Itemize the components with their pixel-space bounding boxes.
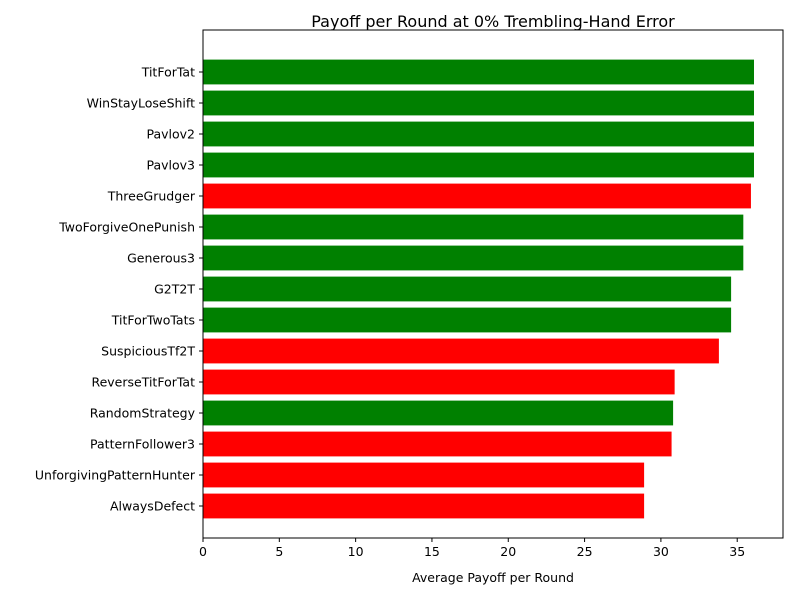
y-tick-label-pattern-follower3: PatternFollower3: [90, 437, 195, 452]
x-tick-label-30: 30: [653, 544, 669, 559]
y-tick-label-g2-t2-t: G2T2T: [154, 282, 195, 297]
x-tick-label-5: 5: [275, 544, 283, 559]
y-tick-label-two-forgive-one-punish: TwoForgiveOnePunish: [58, 220, 195, 235]
y-tick-label-always-defect: AlwaysDefect: [110, 499, 195, 514]
bar-pavlov2: [203, 121, 754, 147]
y-axis: TitForTat WinStayLoseShift Pavlov2 Pavlov3 T…: [35, 65, 203, 514]
bar-pattern-follower3: [203, 431, 672, 457]
y-tick-label-pavlov3: Pavlov3: [146, 158, 195, 173]
bar-three-grudger: [203, 183, 751, 209]
bar-random-strategy: [203, 400, 674, 426]
y-tick-label-suspicious-tf2-t: SuspiciousTf2T: [101, 344, 195, 359]
bar-unforgiving-pattern-hunter: [203, 462, 645, 488]
bar-generous3: [203, 245, 744, 271]
y-tick-label-win-stay-lose-shift: WinStayLoseShift: [87, 96, 195, 111]
bar-pavlov3: [203, 152, 754, 178]
y-tick-label-tit-for-tat: TitForTat: [141, 65, 195, 80]
x-tick-label-25: 25: [577, 544, 593, 559]
bars-layer: [203, 59, 754, 519]
bar-tit-for-tat: [203, 59, 754, 85]
y-tick-label-tit-for-two-tats: TitForTwoTats: [111, 313, 195, 328]
y-tick-label-unforgiving-pattern-hunter: UnforgivingPatternHunter: [35, 468, 196, 483]
x-axis: 0 5 10 15 20 25 30 35: [199, 538, 745, 559]
x-tick-label-35: 35: [729, 544, 745, 559]
x-tick-label-10: 10: [348, 544, 364, 559]
y-tick-label-reverse-tit-for-tat: ReverseTitForTat: [91, 375, 195, 390]
y-tick-label-pavlov2: Pavlov2: [146, 127, 195, 142]
x-tick-label-15: 15: [424, 544, 440, 559]
x-tick-label-20: 20: [500, 544, 516, 559]
bar-reverse-tit-for-tat: [203, 369, 675, 395]
x-tick-label-0: 0: [199, 544, 207, 559]
y-tick-label-generous3: Generous3: [127, 251, 195, 266]
bar-g2-t2-t: [203, 276, 732, 302]
x-axis-label: Average Payoff per Round: [412, 570, 574, 585]
bar-suspicious-tf2-t: [203, 338, 719, 364]
bar-tit-for-two-tats: [203, 307, 732, 333]
y-tick-label-random-strategy: RandomStrategy: [90, 406, 196, 421]
bar-always-defect: [203, 493, 645, 519]
bar-two-forgive-one-punish: [203, 214, 744, 240]
plot-frame: [202, 29, 784, 539]
y-tick-label-three-grudger: ThreeGrudger: [107, 189, 196, 204]
bar-win-stay-lose-shift: [203, 90, 754, 116]
chart-title: Payoff per Round at 0% Trembling-Hand Er…: [311, 12, 675, 31]
